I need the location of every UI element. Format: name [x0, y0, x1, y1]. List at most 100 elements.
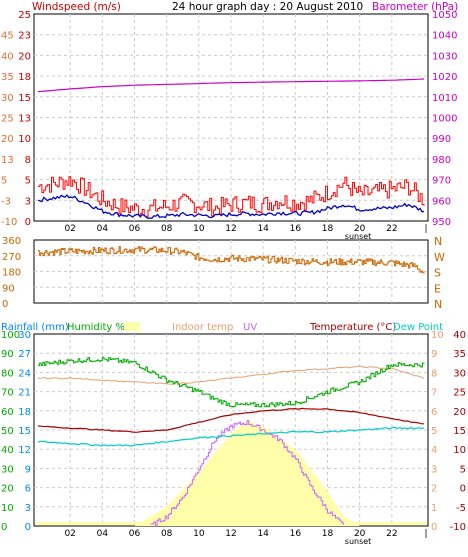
rain-tick: 18: [18, 407, 31, 418]
temp-xtick: 14: [257, 529, 269, 539]
wind-tick: 20: [18, 51, 31, 62]
dir-compass-label: N: [434, 298, 442, 311]
temp-xtick: 02: [64, 529, 75, 539]
temp-xtick: 04: [97, 529, 109, 539]
wind-xtick: 10: [193, 224, 205, 234]
legend-temperature: Temperature (°C): [309, 322, 396, 333]
temp-xtick-end: |: [424, 529, 427, 539]
wind-tick: 5: [25, 176, 31, 187]
baro-tick: 1000: [432, 114, 457, 125]
rain-tick: 0: [25, 522, 31, 533]
legend-dewpoint: Dew Point: [393, 322, 443, 333]
temperature-line: [37, 407, 425, 433]
uv-tick: 7: [431, 388, 437, 399]
rain-tick: 30: [18, 330, 31, 341]
wind-xtick: 04: [97, 224, 109, 234]
wind-tick-outer: 30: [1, 93, 14, 104]
hum-tick: 100: [1, 330, 20, 341]
rain-tick: 6: [25, 484, 31, 495]
wind-xtick: 12: [225, 224, 236, 234]
dir-compass-label: E: [434, 282, 441, 295]
uv-tick: 2: [431, 484, 437, 495]
solar-baseline: [35, 522, 427, 525]
baro-tick: 960: [432, 196, 451, 207]
temp-xtick: 22: [386, 529, 397, 539]
temp-tick: 25: [453, 388, 466, 399]
wind-tick-outer: -10: [1, 217, 17, 228]
wind-xtick-sunset: sunset: [345, 232, 372, 241]
rain-tick: 9: [25, 464, 31, 475]
uv-tick: 5: [431, 426, 437, 437]
hum-tick: 10: [1, 503, 14, 514]
baro-axis-label: Barometer (hPa): [372, 1, 458, 13]
wind-tick: 8: [25, 155, 31, 166]
rain-tick: 27: [18, 349, 31, 360]
wind-xtick: 18: [322, 224, 334, 234]
temp-tick: 5: [460, 464, 466, 475]
uv-tick: 6: [431, 407, 437, 418]
uv-tick: 8: [431, 368, 437, 379]
wind-tick-outer: 20: [1, 134, 14, 145]
temp-xtick: 08: [161, 529, 173, 539]
temp-tick: 35: [453, 349, 466, 360]
wind-tick-outer: 25: [1, 114, 14, 125]
temp-tick: 15: [453, 426, 466, 437]
humidity-line: [38, 356, 425, 408]
temp-xtick: 18: [322, 529, 334, 539]
temp-tick: 30: [453, 368, 466, 379]
baro-tick: 1050: [432, 10, 457, 21]
baro-tick: 950: [432, 217, 451, 228]
wind-xtick-end: |: [424, 224, 427, 234]
baro-tick: 1020: [432, 72, 457, 83]
wind-tick-outer: 5: [1, 176, 7, 187]
hum-tick: 50: [1, 426, 14, 437]
rain-tick: 3: [25, 503, 31, 514]
wind-tick: 23: [18, 31, 31, 42]
dir-tick: 0: [2, 299, 8, 310]
temp-xtick: 10: [193, 529, 205, 539]
temp-xtick: 16: [290, 529, 302, 539]
wind-xtick: 02: [64, 224, 75, 234]
legend-rainfall: Rainfall (mm): [1, 322, 69, 333]
rain-tick: 21: [18, 388, 31, 399]
hum-tick: 70: [1, 388, 14, 399]
wind-tick: 10: [18, 134, 31, 145]
indoor-temp-line: [37, 365, 425, 385]
wind-xtick: 08: [161, 224, 173, 234]
wind-tick-outer: -3: [1, 196, 11, 207]
barometer-line: [37, 78, 425, 93]
hum-tick: 60: [1, 407, 14, 418]
baro-tick: 980: [432, 155, 451, 166]
baro-tick: 990: [432, 134, 451, 145]
baro-tick: 970: [432, 176, 451, 187]
wind-tick: 13: [18, 114, 31, 125]
wind-axis-label: Windspeed (m/s): [32, 1, 121, 13]
wind-xtick: 20: [354, 224, 366, 234]
wind-tick: 18: [18, 72, 31, 83]
rain-tick: 15: [18, 426, 31, 437]
uv-tick: 3: [431, 464, 437, 475]
legend-humidity: Humidity %: [67, 322, 125, 333]
temp-tick: 0: [460, 484, 466, 495]
dewpoint-line: [37, 426, 425, 447]
wind-tick-outer: 45: [1, 31, 14, 42]
temp-tick: 40: [453, 330, 466, 341]
hum-tick: 40: [1, 445, 14, 456]
wind-xtick: 06: [129, 224, 141, 234]
wind-gust-line: [38, 176, 425, 218]
temp-tick: 20: [453, 407, 466, 418]
baro-tick: 1010: [432, 93, 457, 104]
wind-direction-line: [38, 246, 425, 274]
baro-tick: 1030: [432, 51, 457, 62]
wind-tick-outer: 35: [1, 72, 14, 83]
uv-tick: 0: [431, 522, 437, 533]
legend-indoor: Indoor temp: [172, 322, 233, 333]
temp-xtick: 06: [129, 529, 141, 539]
legend-uv: UV: [243, 322, 257, 333]
hum-tick: 30: [1, 464, 14, 475]
legend-solar-swatch: [124, 322, 140, 331]
wind-tick-outer: 40: [1, 51, 14, 62]
uv-tick: 10: [431, 330, 444, 341]
uv-tick: 1: [431, 503, 437, 514]
